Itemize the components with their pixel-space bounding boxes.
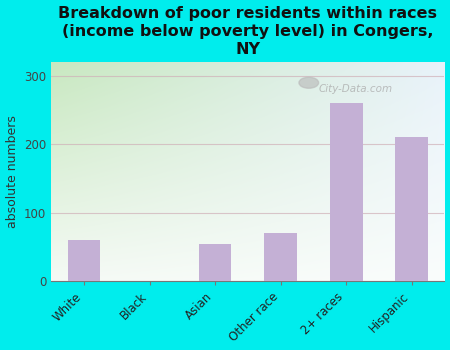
- Bar: [264, 233, 297, 281]
- Bar: [395, 137, 428, 281]
- Bar: [330, 103, 363, 281]
- Circle shape: [299, 77, 319, 88]
- Title: Breakdown of poor residents within races
(income below poverty level) in Congers: Breakdown of poor residents within races…: [58, 6, 437, 57]
- Bar: [199, 244, 231, 281]
- Text: City-Data.com: City-Data.com: [319, 84, 393, 94]
- Bar: [68, 240, 100, 281]
- Y-axis label: absolute numbers: absolute numbers: [5, 115, 18, 228]
